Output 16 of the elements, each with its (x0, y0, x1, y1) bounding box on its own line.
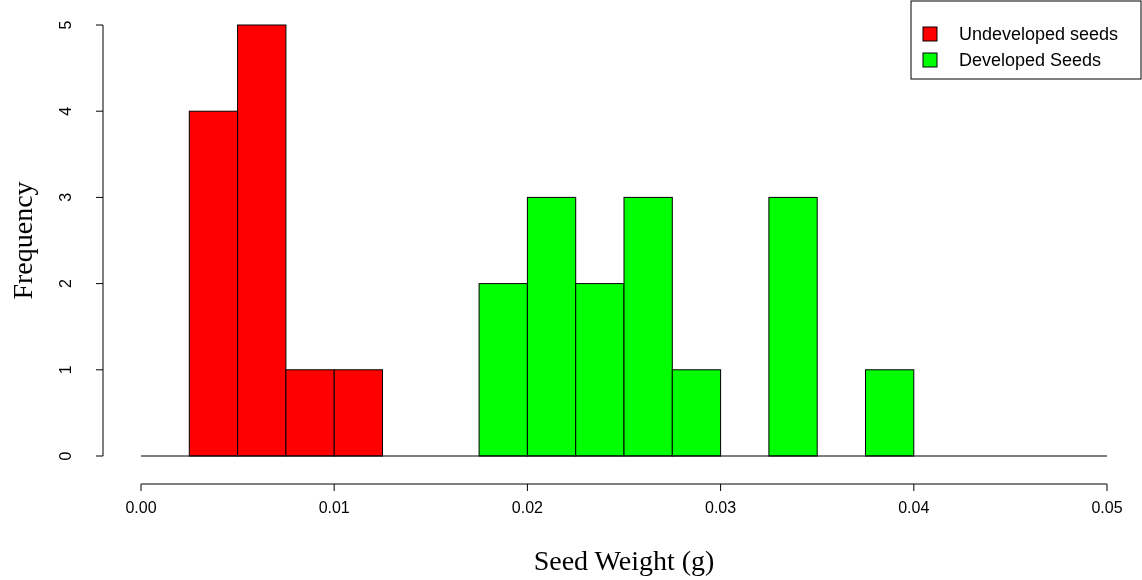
x-tick-label: 0.01 (318, 499, 350, 516)
y-tick-label: 0 (57, 451, 74, 461)
y-axis-title: Frequency (7, 181, 38, 300)
x-tick-label: 0.02 (511, 499, 544, 516)
legend-label: Developed Seeds (959, 50, 1102, 70)
x-tick-label: 0.04 (898, 499, 930, 516)
y-tick-label: 5 (57, 20, 74, 30)
x-tick-label: 0.03 (705, 499, 737, 516)
x-tick-label: 0.05 (1091, 499, 1123, 516)
x-axis-title: Seed Weight (g) (533, 545, 715, 576)
y-tick-label: 4 (57, 106, 74, 116)
y-tick-label: 2 (57, 279, 74, 289)
x-tick-label: 0.00 (125, 499, 157, 516)
y-tick-label: 1 (57, 365, 74, 375)
y-tick-label: 3 (57, 192, 74, 202)
legend-label: Undeveloped seeds (959, 24, 1119, 44)
